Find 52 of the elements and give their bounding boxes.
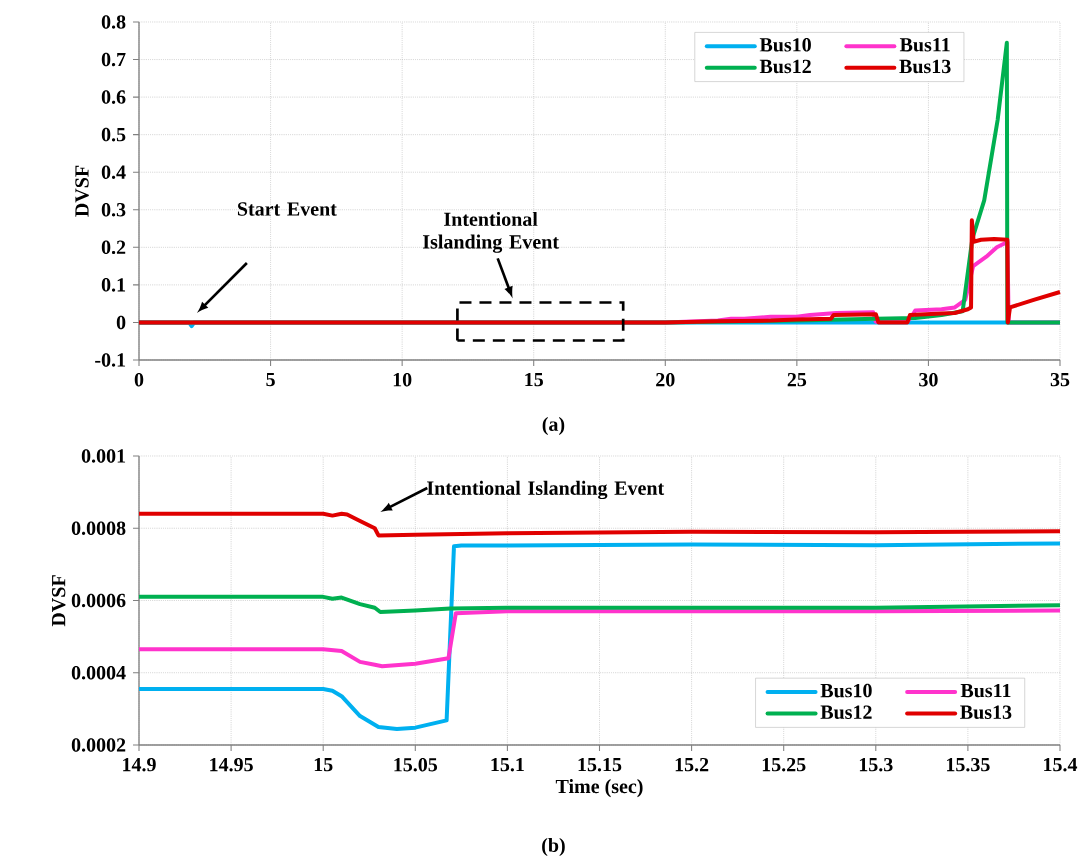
x-tick-label: 20 [656,373,675,387]
annotation: Start Event [237,202,337,216]
annotation: Intentional Islanding Event [422,212,559,254]
x-tick-label: 15.15 [578,758,622,772]
y-tick-label: 0.4 [101,165,126,180]
x-tick-label: 35 [1050,373,1070,387]
y-tick-label: 0.0004 [71,666,126,680]
y-tick-label: 0.2 [101,240,126,255]
legend-label: Bus12 [759,59,811,74]
x-tick-label: 15.05 [394,758,438,772]
y-tick-label: 0.7 [101,52,126,67]
legend-label: Bus11 [899,38,950,52]
x-axis-title: Time (sec) [555,779,643,798]
x-tick-label: 15 [525,373,543,387]
line-series [137,511,1062,538]
x-tick-label: 15.4 [1044,758,1078,772]
y-tick-label: 0.0002 [71,738,126,752]
x-tick-label: 30 [919,373,938,387]
x-tick-label: 14.95 [210,758,253,772]
x-tick-label: 15.1 [491,758,524,772]
x-tick-label: 25 [787,373,807,387]
y-tick-label: 0.0008 [71,521,126,536]
y-tick-label: 0.001 [81,449,126,463]
x-tick-label: 15.25 [762,758,806,772]
y-tick-label: 0.6 [101,90,126,105]
legend-label: Bus13 [899,59,951,74]
y-tick-label: 0.3 [101,203,126,217]
text: (b) [542,838,565,857]
text: (a) [542,417,565,436]
y-tick-label: 0.1 [101,278,126,292]
y-tick-label: 0.0006 [71,593,126,608]
legend-label: Bus11 [960,684,1011,698]
y-tick-label: -0.1 [95,353,126,367]
annotation: Intentional Islanding Event [427,480,665,500]
y-tick-label: 0.5 [101,128,126,142]
y-tick-label: 0.8 [101,15,126,29]
y-tick-label: 0 [116,315,126,330]
line-series [137,541,1062,732]
x-tick-label: 10 [393,373,412,387]
x-tick-label: 14.9 [123,758,156,772]
x-tick-label: 15.35 [947,758,990,772]
legend-label: Bus10 [820,683,872,698]
legend-label: Bus12 [820,705,872,720]
x-tick-label: 0 [134,373,144,387]
y-axis-title: DVSF [51,575,66,627]
x-tick-label: 5 [266,373,275,387]
x-tick-label: 15.2 [675,758,709,772]
legend-label: Bus13 [960,705,1012,720]
y-axis-title: DVSF [75,165,89,217]
x-tick-label: 15 [314,758,333,772]
x-tick-label: 15.3 [859,758,893,772]
legend-label: Bus10 [759,38,811,52]
